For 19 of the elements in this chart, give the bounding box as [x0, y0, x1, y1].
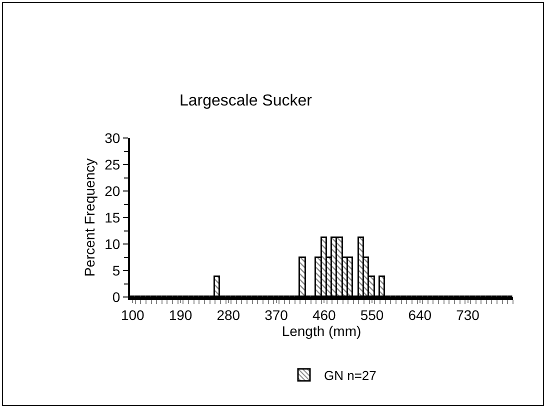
x-tick-label: 100 [120, 306, 145, 323]
text: GN n=27 [324, 368, 376, 383]
x-axis-title: Length (mm) [282, 322, 362, 339]
y-axis-title: Percent Frequency [82, 158, 98, 277]
x-tick-label: 550 [360, 306, 384, 323]
x-tick-label: 370 [264, 306, 288, 323]
y-tick-label: 0 [112, 288, 120, 305]
x-tick-label: 190 [168, 306, 192, 323]
y-tick-label: 10 [104, 236, 120, 252]
x-tick-label: 460 [312, 306, 336, 323]
y-tick-label: 15 [104, 209, 120, 226]
x-tick-label: 280 [216, 306, 240, 323]
chart-title: Largescale Sucker [179, 92, 313, 110]
y-tick-label: 30 [104, 130, 120, 146]
x-tick-label: 640 [408, 306, 432, 323]
y-tick-label: 20 [104, 182, 120, 199]
y-tick-label: 5 [112, 262, 120, 278]
y-tick-label: 25 [104, 156, 120, 172]
x-tick-label: 730 [456, 306, 480, 323]
